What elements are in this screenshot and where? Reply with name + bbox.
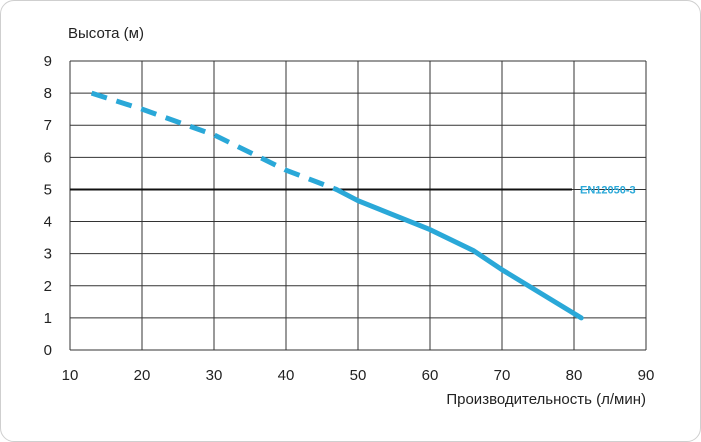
x-tick-label: 80 (566, 367, 583, 384)
reference-line-group: EN12050-3 (70, 184, 636, 196)
y-tick-label: 2 (44, 278, 52, 295)
y-tick-label: 0 (44, 342, 52, 359)
x-tick-label: 30 (206, 367, 223, 384)
y-tick-label: 9 (44, 53, 52, 70)
x-tick-label: 60 (422, 367, 439, 384)
performance-curve-dashed (90, 90, 338, 192)
x-tick-label: 40 (278, 367, 295, 384)
y-tick-label: 6 (44, 149, 52, 166)
y-tick-label: 3 (44, 246, 52, 263)
x-tick-labels: 10 20 30 40 50 60 70 80 90 (62, 367, 655, 384)
y-tick-label: 4 (44, 214, 52, 231)
performance-curve-solid (333, 186, 584, 321)
x-tick-label: 50 (350, 367, 367, 384)
y-tick-label: 1 (44, 310, 52, 327)
reference-line-label: EN12050-3 (580, 184, 636, 196)
y-tick-label: 5 (44, 181, 52, 198)
y-tick-labels: 0 1 2 3 4 5 6 7 8 9 (44, 53, 52, 359)
y-tick-label: 7 (44, 117, 52, 134)
x-tick-label: 20 (134, 367, 151, 384)
x-tick-label: 90 (638, 367, 655, 384)
x-tick-label: 10 (62, 367, 79, 384)
y-tick-label: 8 (44, 85, 52, 102)
y-axis-label: Высота (м) (68, 25, 144, 42)
x-axis-label: Производительность (л/мин) (446, 391, 646, 408)
x-tick-label: 70 (494, 367, 511, 384)
series-group (90, 90, 584, 321)
